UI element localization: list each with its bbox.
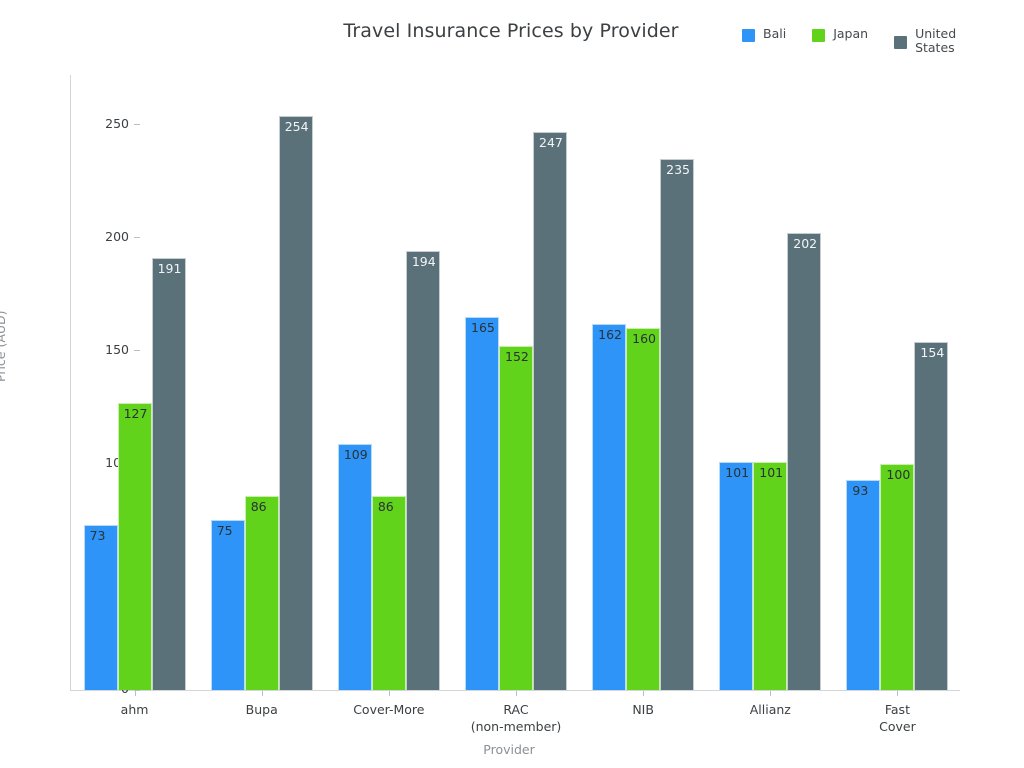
bar[interactable]: 101: [753, 461, 788, 690]
bar[interactable]: 152: [499, 346, 533, 690]
bar-value-label: 191: [157, 261, 182, 277]
x-tick-label: Bupa: [245, 702, 278, 717]
x-tick-label: Cover-More: [353, 702, 425, 717]
bar-value-label: 109: [343, 446, 368, 462]
y-tick-mark: [134, 124, 140, 126]
bar-value-label: 247: [539, 134, 563, 150]
y-tick-label: 250: [105, 115, 129, 131]
x-tick-mark: [516, 691, 517, 696]
bar[interactable]: 162: [592, 323, 627, 690]
bar[interactable]: 235: [660, 158, 695, 690]
bar-groups: 73 127 191 ahm 75 86 254 Bupa 109 86 194 Cover-More…: [70, 75, 960, 734]
bar-value-label: 86: [377, 498, 394, 514]
x-tick-mark: [135, 691, 136, 696]
legend-swatch-icon: [742, 29, 755, 42]
bar[interactable]: 202: [787, 233, 822, 690]
x-tick-label: RAC (non-member): [470, 702, 562, 734]
x-axis-spine: [70, 690, 960, 691]
bar-group: 162 160 235: [592, 75, 695, 690]
legend-label: Bali: [763, 26, 787, 41]
bar-group: 165 152 247: [465, 75, 567, 690]
legend-label: United States: [915, 26, 957, 55]
legend-item-united-states[interactable]: United States: [894, 27, 956, 55]
y-tick-mark: [134, 689, 140, 691]
y-tick-label: 200: [105, 228, 129, 244]
bar-value-label: 202: [793, 236, 818, 252]
legend-swatch-icon: [894, 36, 908, 49]
bar-group: 101 101 202: [719, 75, 822, 690]
x-tick-mark: [262, 691, 263, 696]
x-tick-mark: [643, 691, 644, 696]
bar[interactable]: 109: [337, 443, 372, 690]
x-tick-mark: [897, 691, 898, 696]
bar[interactable]: 165: [465, 316, 499, 690]
bar[interactable]: 191: [151, 258, 186, 690]
y-tick-mark: [134, 237, 140, 239]
bar-value-label: 235: [666, 161, 690, 177]
bar-value-label: 165: [471, 319, 495, 335]
y-axis-title: Price (AUD): [0, 310, 8, 382]
bar[interactable]: 75: [210, 520, 245, 690]
chart-legend: Bali Japan United States: [742, 27, 956, 55]
legend-swatch-icon: [812, 29, 826, 42]
x-tick-label: Fast Cover: [879, 702, 916, 734]
legend-label: Japan: [833, 26, 869, 41]
chart-title: Travel Insurance Prices by Provider: [0, 20, 1024, 42]
bar-group: 75 86 254: [210, 75, 313, 690]
bar-value-label: 160: [632, 331, 656, 347]
bar-value-label: 254: [284, 118, 309, 134]
bar-value-label: 75: [216, 523, 233, 539]
bar-value-label: 152: [505, 349, 529, 365]
bar[interactable]: 127: [117, 402, 152, 690]
chart-title-text: Travel Insurance Prices by Provider: [343, 20, 679, 42]
y-axis-spine: [70, 75, 71, 690]
bar-value-label: 194: [411, 254, 436, 270]
bar[interactable]: 73: [83, 524, 118, 690]
y-tick-mark: [134, 350, 140, 352]
bar-value-label: 154: [920, 344, 945, 360]
bar-group: 73 127 191: [83, 75, 186, 690]
bar-value-label: 101: [725, 464, 750, 480]
y-tick-label: 150: [105, 341, 129, 357]
bar[interactable]: 93: [846, 479, 881, 690]
bar[interactable]: 160: [626, 328, 661, 690]
x-axis-title-text: Provider: [483, 742, 535, 757]
x-tick-label: Allianz: [749, 702, 791, 717]
bar-value-label: 73: [89, 527, 106, 543]
bar-value-label: 162: [598, 326, 622, 342]
bar[interactable]: 86: [244, 495, 279, 690]
bar-value-label: 100: [886, 466, 911, 482]
x-tick-label: NIB: [632, 702, 654, 717]
x-tick-mark: [389, 691, 390, 696]
bar[interactable]: 247: [533, 131, 567, 690]
bar[interactable]: 101: [719, 461, 754, 690]
bar-value-label: 86: [250, 498, 267, 514]
bar[interactable]: 254: [278, 115, 313, 690]
bar-value-label: 101: [759, 464, 784, 480]
x-tick-mark: [770, 691, 771, 696]
bar-group: 93 100 154: [846, 75, 949, 690]
bar-value-label: 127: [123, 405, 148, 421]
bar-group: 109 86 194: [337, 75, 440, 690]
bar[interactable]: 86: [371, 495, 406, 690]
legend-item-japan[interactable]: Japan: [812, 27, 868, 42]
bar[interactable]: 100: [880, 463, 915, 690]
x-axis-title: Provider: [0, 742, 1024, 757]
legend-item-bali[interactable]: Bali: [742, 27, 786, 42]
bar[interactable]: 154: [914, 341, 949, 690]
bar[interactable]: 194: [405, 251, 440, 690]
bar-value-label: 93: [852, 482, 869, 498]
x-tick-label: ahm: [120, 702, 149, 717]
